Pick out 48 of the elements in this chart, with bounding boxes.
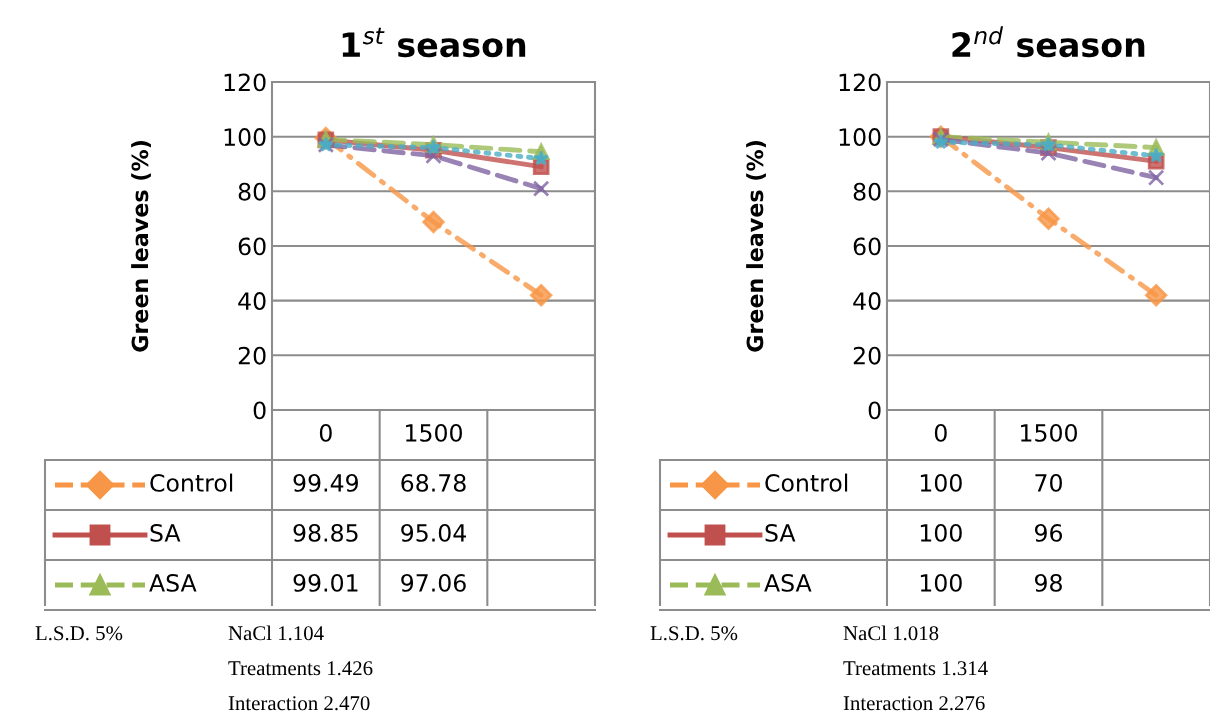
data-label: 68.78: [401, 473, 466, 492]
legend-label: Control: [150, 473, 233, 492]
data-label: 98.85: [293, 523, 358, 542]
chart-title: 2$^{nd}$ season: [952, 26, 1145, 58]
y-tick-label: 100: [839, 128, 881, 146]
data-label: 98: [1034, 573, 1062, 592]
x-tick-label: 0: [934, 423, 947, 442]
text: Treatments 1.314: [843, 661, 988, 676]
y-tick-label: 20: [238, 346, 266, 365]
data-label: 70: [1035, 473, 1062, 492]
data-label: 97.06: [401, 573, 466, 592]
x-tick-label: 1500: [406, 423, 462, 442]
text: NaCl 1.104: [228, 625, 324, 641]
y-tick-label: 60: [853, 237, 881, 256]
text: L.S.D. 5%: [35, 626, 123, 641]
text: L.S.D. 5%: [650, 626, 738, 641]
text: Treatments 1.426: [228, 661, 373, 676]
text: Interaction 2.470: [228, 696, 370, 711]
data-label: 100: [920, 573, 962, 592]
legend-label: ASA: [764, 573, 812, 592]
legend-label: Control: [765, 473, 848, 492]
y-tick-label: 120: [839, 73, 881, 92]
y-axis-title: Green leaves (%): [746, 141, 766, 352]
chart-title: 1$^{st}$ season: [342, 27, 526, 58]
y-tick-label: 20: [853, 346, 881, 365]
y-tick-label: 80: [853, 182, 881, 201]
y-tick-label: 40: [238, 292, 266, 310]
y-tick-label: 40: [853, 292, 881, 310]
y-tick-label: 100: [224, 128, 266, 146]
data-label: 100: [920, 473, 962, 492]
data-label: 99.01: [293, 573, 358, 592]
data-label: 100: [920, 523, 962, 542]
text: NaCl 1.018: [843, 625, 939, 641]
x-tick-label: 1500: [1021, 423, 1077, 442]
x-tick-label: 0: [319, 423, 332, 442]
y-tick-label: 120: [224, 73, 266, 92]
data-label: 96: [1034, 523, 1063, 542]
y-tick-label: 60: [238, 237, 266, 256]
y-axis-title: Green leaves (%): [131, 141, 151, 352]
y-tick-label: 80: [238, 182, 266, 201]
y-tick-label: 0: [868, 401, 881, 420]
y-tick-label: 0: [253, 401, 266, 420]
text: Interaction 2.276: [843, 696, 985, 711]
legend-label: SA: [150, 523, 181, 542]
legend-label: ASA: [149, 573, 197, 592]
legend-label: SA: [765, 523, 796, 542]
data-label: 99.49: [293, 473, 358, 492]
data-label: 95.04: [401, 523, 466, 542]
